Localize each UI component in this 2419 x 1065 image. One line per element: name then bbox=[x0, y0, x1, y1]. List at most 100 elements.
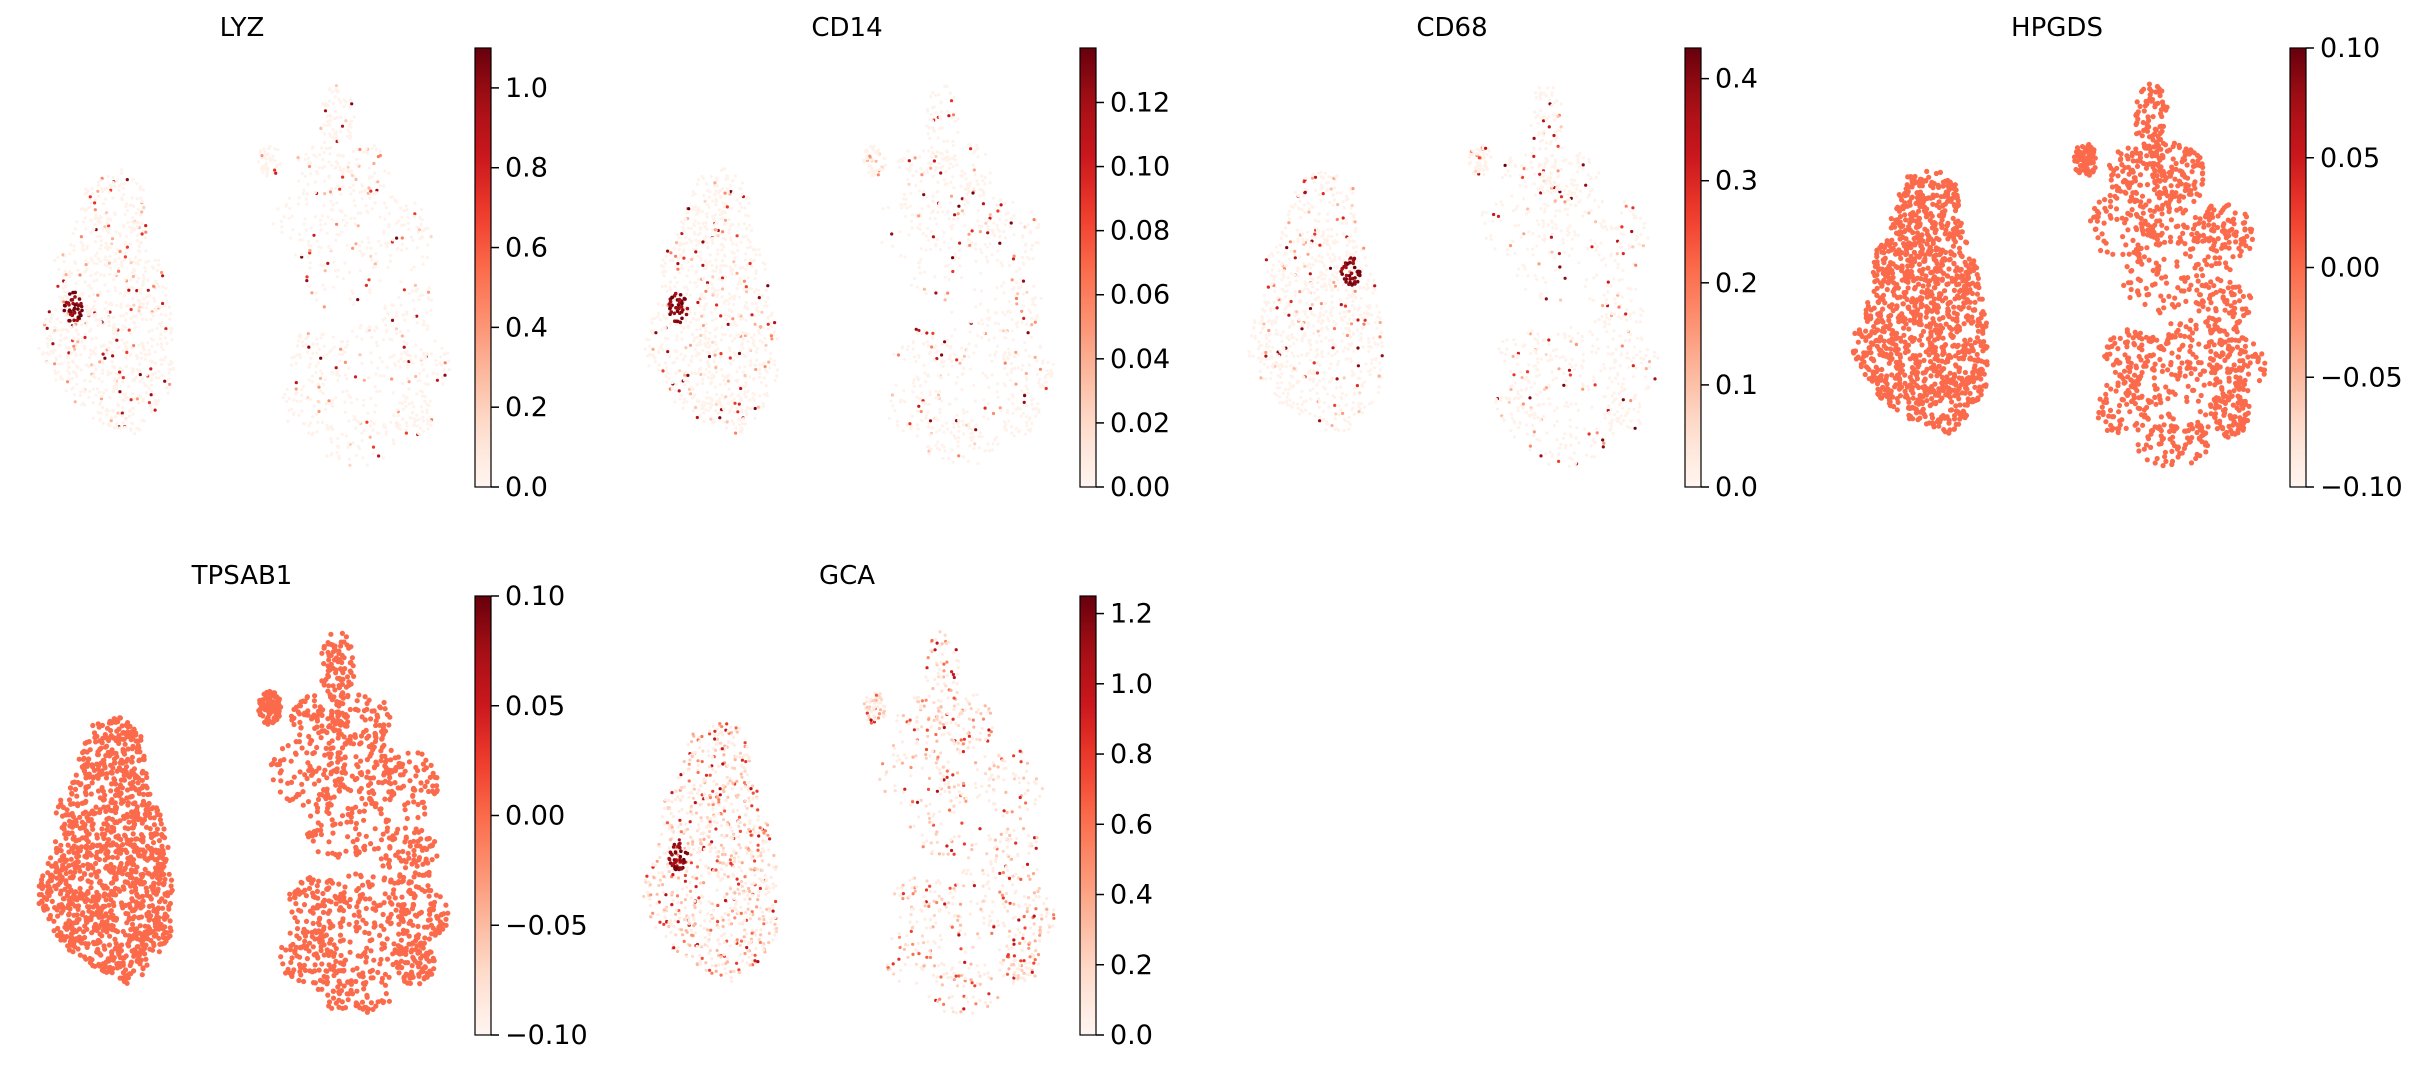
cell-point bbox=[129, 316, 133, 320]
cell-point bbox=[924, 291, 928, 296]
cell-point bbox=[1556, 114, 1560, 119]
cell-point bbox=[1354, 250, 1358, 254]
cell-point bbox=[723, 313, 727, 317]
cell-point bbox=[371, 428, 375, 432]
cell-point bbox=[687, 207, 691, 211]
cell-point bbox=[132, 344, 136, 348]
cell-point bbox=[1354, 227, 1358, 231]
cell-point bbox=[932, 159, 937, 163]
cell-point bbox=[736, 249, 740, 253]
cell-point bbox=[315, 239, 319, 243]
cell-point bbox=[720, 393, 724, 397]
cell-point bbox=[96, 189, 100, 193]
cell-point bbox=[740, 343, 744, 347]
cell-point bbox=[973, 149, 977, 153]
cell-point bbox=[166, 391, 170, 395]
cell-point bbox=[103, 263, 107, 267]
cell-point bbox=[1569, 402, 1573, 406]
cell-point bbox=[329, 199, 333, 203]
cell-point bbox=[1536, 346, 1540, 351]
cell-point bbox=[48, 320, 52, 324]
cell-point bbox=[1550, 91, 1554, 95]
cell-point bbox=[741, 417, 745, 421]
cell-point bbox=[664, 316, 669, 321]
cell-point bbox=[127, 384, 131, 388]
cell-point bbox=[935, 238, 939, 242]
cell-point bbox=[67, 351, 71, 355]
cell-point bbox=[754, 367, 758, 372]
cell-point bbox=[738, 365, 742, 370]
cell-point bbox=[977, 446, 982, 450]
cell-point bbox=[933, 93, 938, 97]
cell-point bbox=[973, 442, 977, 446]
cell-point bbox=[124, 202, 129, 206]
cell-point bbox=[120, 398, 125, 402]
cell-point bbox=[425, 374, 429, 378]
hotspot-point bbox=[72, 311, 76, 315]
cell-point bbox=[1306, 351, 1310, 355]
cell-point bbox=[300, 238, 304, 242]
cell-point bbox=[1546, 86, 1550, 90]
cell-point bbox=[88, 379, 92, 383]
cell-point bbox=[164, 327, 168, 331]
cell-point bbox=[1307, 207, 1312, 211]
cell-point bbox=[680, 263, 684, 268]
cell-point bbox=[1628, 209, 1632, 213]
cell-point bbox=[374, 389, 379, 393]
cell-point bbox=[1616, 410, 1620, 414]
cell-point bbox=[917, 189, 922, 193]
cell-point bbox=[1029, 247, 1033, 251]
cell-point bbox=[1332, 319, 1336, 323]
cell-point bbox=[1567, 464, 1571, 468]
cell-point bbox=[418, 237, 422, 241]
cell-point bbox=[1652, 351, 1657, 355]
cell-point bbox=[1347, 326, 1351, 330]
cell-point bbox=[384, 323, 388, 327]
cell-point bbox=[101, 361, 105, 365]
cell-point bbox=[723, 375, 727, 379]
cell-point bbox=[953, 252, 957, 256]
cell-point bbox=[938, 407, 942, 411]
cell-point bbox=[334, 186, 338, 190]
cell-point bbox=[763, 365, 767, 369]
cell-point bbox=[995, 344, 1000, 348]
cell-point bbox=[265, 174, 269, 178]
cell-point bbox=[372, 192, 376, 196]
cell-point bbox=[938, 389, 942, 393]
cell-point bbox=[1625, 356, 1629, 360]
cell-point bbox=[1373, 341, 1377, 345]
cell-point bbox=[1604, 263, 1608, 267]
cell-point bbox=[1535, 219, 1539, 223]
cell-point bbox=[1334, 322, 1338, 326]
cell-point bbox=[970, 436, 974, 440]
cell-point bbox=[683, 373, 687, 377]
cell-point bbox=[314, 364, 318, 368]
cell-point bbox=[332, 285, 336, 289]
cell-point bbox=[1507, 400, 1511, 404]
cell-point bbox=[120, 414, 124, 418]
cell-point bbox=[1044, 386, 1048, 391]
cell-point bbox=[918, 384, 923, 388]
cell-point bbox=[1014, 350, 1018, 354]
cell-point bbox=[382, 374, 386, 378]
cell-point bbox=[720, 259, 725, 263]
cell-point bbox=[996, 258, 1000, 262]
cell-point bbox=[953, 119, 958, 123]
cell-point bbox=[663, 325, 667, 330]
cell-point bbox=[1301, 289, 1305, 293]
cell-point bbox=[769, 334, 774, 338]
cell-point bbox=[425, 327, 429, 332]
cell-point bbox=[87, 309, 91, 313]
cell-point bbox=[88, 356, 92, 360]
cell-point bbox=[676, 267, 680, 271]
cell-point bbox=[1639, 356, 1643, 360]
cell-point bbox=[980, 336, 984, 340]
cell-point bbox=[382, 184, 386, 188]
cell-point bbox=[762, 376, 766, 380]
cell-point bbox=[1603, 412, 1607, 416]
cell-point bbox=[129, 230, 133, 234]
cell-point bbox=[693, 219, 697, 223]
cell-point bbox=[1285, 360, 1289, 364]
cell-point bbox=[64, 328, 69, 332]
cell-point bbox=[353, 417, 357, 421]
